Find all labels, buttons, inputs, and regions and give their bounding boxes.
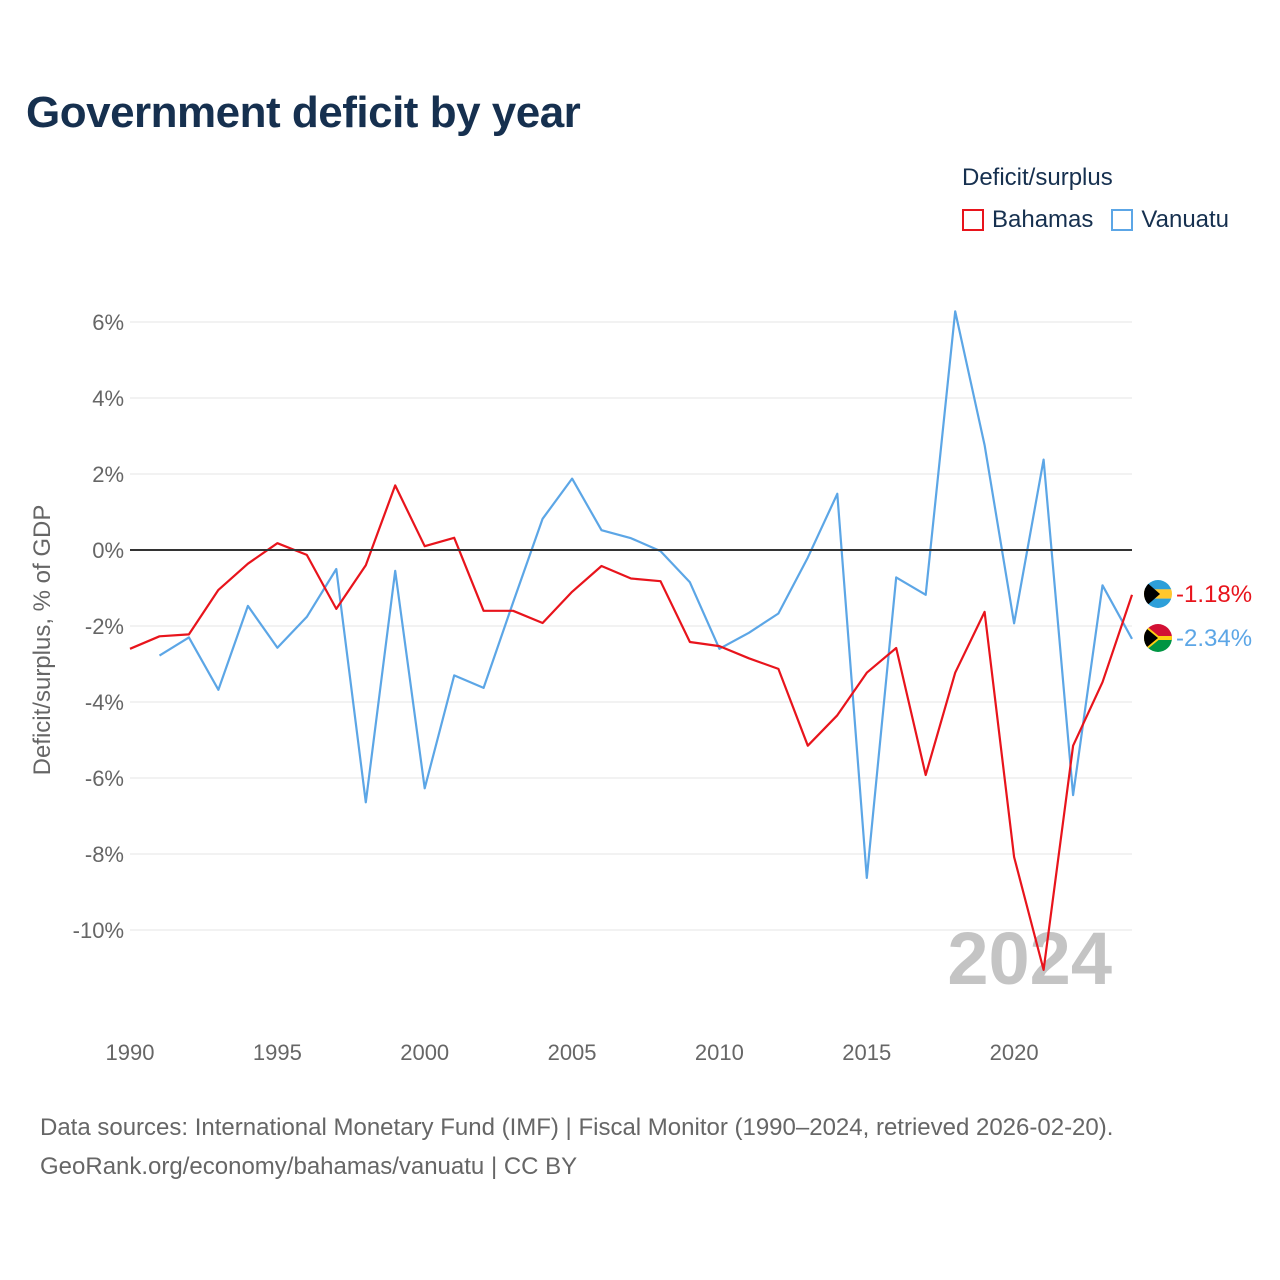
x-tick-label: 1990: [106, 1040, 155, 1065]
x-tick-label: 2020: [990, 1040, 1039, 1065]
footer-link[interactable]: GeoRank.org/economy/bahamas/vanuatu | CC…: [40, 1153, 578, 1180]
bahamas-flag: [1144, 580, 1172, 608]
year-watermark: 2024: [947, 917, 1112, 1000]
end-labels: -1.18% -2.34%: [1176, 581, 1252, 652]
y-tick-label: -8%: [85, 842, 124, 867]
gridlines: [130, 321, 1132, 931]
y-tick-label: -6%: [85, 766, 124, 791]
series-line-bahamas: [129, 484, 1134, 972]
x-axis-ticks: 1990 1995 2000 2005 2010 2015 2020: [106, 1040, 1039, 1065]
end-label-vanuatu: -2.34%: [1176, 625, 1252, 652]
y-tick-label: 4%: [92, 386, 124, 411]
vanuatu-flag: [1144, 624, 1172, 652]
legend-swatch-vanuatu: [1111, 209, 1134, 231]
legend-item-vanuatu[interactable]: Vanuatu: [1111, 206, 1229, 234]
y-axis-ticks: 6% 4% 2% 0% -2% -4% -6% -8% -10%: [73, 310, 124, 943]
legend-item-bahamas[interactable]: Bahamas: [962, 206, 1093, 234]
chart-title: Government deficit by year: [26, 88, 581, 137]
legend-swatch-bahamas: [962, 209, 984, 231]
legend-label-bahamas: Bahamas: [992, 206, 1094, 233]
series-line-vanuatu: [158, 310, 1133, 880]
x-tick-label: 1995: [253, 1040, 302, 1065]
legend-label-vanuatu: Vanuatu: [1141, 206, 1230, 233]
y-axis-label: Deficit/surplus, % of GDP: [29, 505, 56, 776]
x-tick-label: 2000: [400, 1040, 449, 1065]
footer: Data sources: International Monetary Fun…: [40, 1108, 1113, 1186]
series-lines: [129, 310, 1134, 972]
y-tick-label: -10%: [73, 918, 124, 943]
legend-title: Deficit/surplus: [962, 164, 1113, 191]
y-tick-label: 2%: [92, 462, 124, 487]
y-tick-label: 6%: [92, 310, 124, 335]
x-tick-label: 2015: [842, 1040, 891, 1065]
legend: Bahamas Vanuatu: [962, 206, 1247, 234]
footer-sources: Data sources: International Monetary Fun…: [40, 1114, 1114, 1141]
y-tick-label: -2%: [85, 614, 124, 639]
x-tick-label: 2005: [548, 1040, 597, 1065]
y-tick-label: 0%: [92, 538, 124, 563]
x-tick-label: 2010: [695, 1040, 744, 1065]
y-tick-label: -4%: [85, 690, 124, 715]
end-label-bahamas: -1.18%: [1176, 581, 1252, 608]
